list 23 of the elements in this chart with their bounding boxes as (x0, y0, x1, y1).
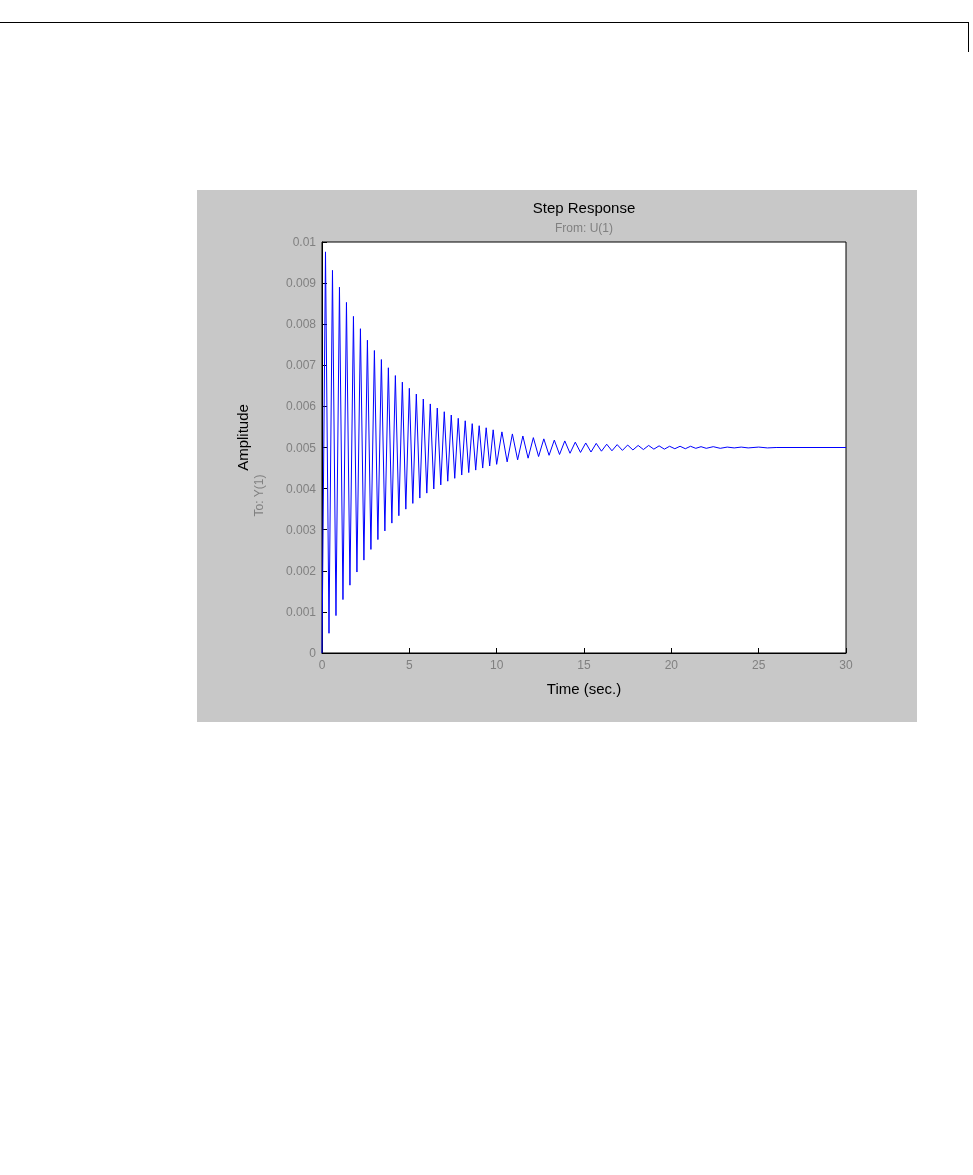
y-tick-label: 0.002 (285, 563, 317, 578)
y-tick-label: 0.006 (285, 399, 317, 414)
x-axis-title: Time (sec.) (546, 680, 622, 697)
y-tick-label: 0.008 (285, 317, 317, 332)
y-tick-label: 0 (309, 646, 317, 660)
x-tick-label: 5 (405, 658, 413, 672)
y-tick-label: 0.001 (285, 604, 317, 619)
x-tick-label: 10 (489, 658, 504, 672)
x-tick-label: 25 (751, 658, 766, 672)
chart-title: Step Response (532, 199, 636, 216)
y-tick-label: 0.01 (292, 235, 317, 249)
x-tick-label: 15 (577, 658, 591, 672)
y-tick-label: 0.003 (285, 522, 317, 537)
x-tick-label: 0 (318, 658, 326, 672)
x-tick-label: 30 (839, 658, 853, 672)
x-tick-label: 20 (664, 658, 679, 672)
y-tick-label: 0.007 (285, 358, 317, 373)
y-tick-label: 0.005 (285, 440, 317, 455)
chart-subtitle: From: U(1) (555, 221, 613, 235)
y-tick-label: 0.004 (285, 481, 317, 496)
y-axis-title: Amplitude (233, 404, 251, 471)
text: To: Y(1) (252, 474, 266, 517)
y-tick-label: 0.009 (285, 276, 317, 291)
